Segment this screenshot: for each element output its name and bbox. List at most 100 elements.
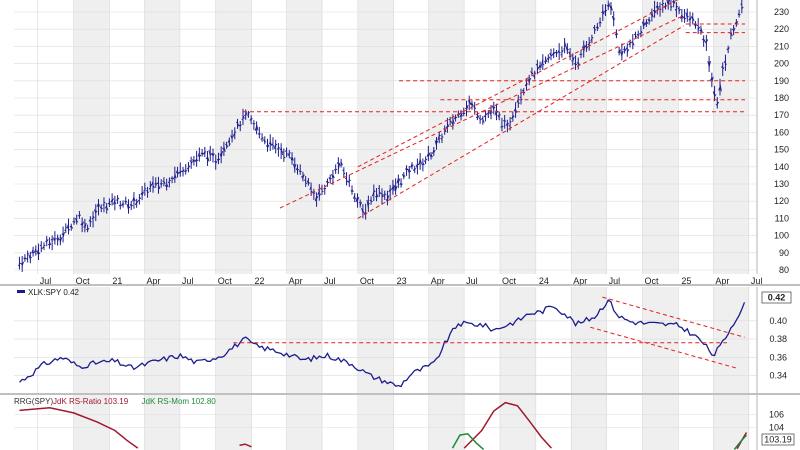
price-bar xyxy=(268,134,273,152)
price-bar xyxy=(505,119,510,133)
price-bar xyxy=(232,127,237,140)
y-tick-label: 180 xyxy=(774,93,789,103)
y-tick-label: 0.40 xyxy=(769,316,787,326)
price-bar xyxy=(227,137,231,147)
price-bar xyxy=(688,11,692,27)
price-bar xyxy=(374,188,379,202)
price-bar xyxy=(503,115,507,129)
price-bar xyxy=(314,192,319,207)
price-bar xyxy=(336,157,341,174)
y-tick-label: 190 xyxy=(774,76,789,86)
price-bar xyxy=(423,156,428,165)
price-bar xyxy=(170,176,174,184)
price-bar xyxy=(434,137,439,150)
price-bar xyxy=(104,202,109,214)
shaded-band xyxy=(713,287,749,393)
x-tick-label: Jul xyxy=(324,276,336,286)
x-tick-label: Apr xyxy=(146,276,160,286)
price-bar xyxy=(154,177,158,188)
shaded-band xyxy=(428,395,465,450)
x-tick-label: Jul xyxy=(182,276,194,286)
price-bar xyxy=(140,185,144,201)
price-bar xyxy=(453,114,458,122)
price-bar xyxy=(298,164,302,175)
price-bar xyxy=(704,34,709,52)
shaded-band xyxy=(428,287,465,393)
trend-channel-line xyxy=(357,25,685,219)
price-bar xyxy=(644,19,649,28)
price-bar xyxy=(31,246,35,257)
last-value-label: 103.19 xyxy=(764,435,792,445)
price-bar xyxy=(652,0,657,18)
price-bar xyxy=(546,54,551,63)
price-bar xyxy=(565,43,569,55)
price-bar xyxy=(710,72,714,88)
price-bar xyxy=(715,97,720,109)
price-bar xyxy=(58,234,63,246)
price-bar xyxy=(551,48,556,59)
price-bar xyxy=(399,178,403,188)
price-bar xyxy=(282,148,286,162)
x-tick-label: 24 xyxy=(539,276,549,286)
price-bar xyxy=(740,0,744,14)
legend-swatch xyxy=(17,290,25,293)
price-bar xyxy=(647,17,651,25)
price-bar xyxy=(429,152,433,160)
price-bar xyxy=(181,166,185,177)
price-bar xyxy=(712,85,717,102)
price-bar xyxy=(333,164,338,174)
price-bar xyxy=(113,195,117,211)
price-bar xyxy=(611,11,616,27)
price-bar xyxy=(244,109,248,120)
rrg-panel: 104 106 RRG(SPY) JdK RS-Ratio 103.19 JdK RS-… xyxy=(0,393,800,450)
shaded-band xyxy=(286,0,323,274)
last-value-box: 103.19 xyxy=(761,433,795,446)
price-bar xyxy=(99,204,103,213)
price-bar xyxy=(189,156,193,169)
price-bar xyxy=(491,101,496,115)
price-bar xyxy=(590,34,594,44)
price-bar xyxy=(301,171,305,182)
price-bar xyxy=(88,216,92,227)
shaded-band xyxy=(144,0,180,274)
price-bar xyxy=(557,43,561,60)
price-bar xyxy=(726,45,730,54)
price-bar xyxy=(412,166,417,174)
price-bar xyxy=(521,88,526,96)
x-tick-label: Jul xyxy=(609,276,621,286)
x-tick-label: Oct xyxy=(502,276,517,286)
x-tick-label: Jul xyxy=(751,276,763,286)
price-bar xyxy=(342,167,346,178)
price-bar xyxy=(23,254,27,262)
x-tick-label: Apr xyxy=(715,276,729,286)
price-bar xyxy=(238,120,242,132)
price-bar xyxy=(393,178,398,195)
y-tick-label: 90 xyxy=(779,248,789,258)
price-bar xyxy=(690,12,695,25)
price-bar xyxy=(385,190,390,206)
price-bar xyxy=(682,8,687,23)
shaded-band xyxy=(73,395,110,450)
price-bar xyxy=(633,31,637,39)
price-bar xyxy=(39,241,43,253)
price-bar xyxy=(225,141,229,149)
price-bar xyxy=(497,111,501,121)
price-bar xyxy=(56,234,60,246)
price-bar xyxy=(592,24,597,34)
shaded-band xyxy=(215,395,252,450)
price-bar xyxy=(306,177,311,186)
price-bar xyxy=(186,162,191,173)
y-tick-label: 110 xyxy=(775,213,789,223)
price-bar xyxy=(352,193,357,203)
price-bar xyxy=(254,121,259,135)
price-bar xyxy=(260,133,264,142)
price-bar xyxy=(124,196,128,205)
x-tick-label: Apr xyxy=(573,276,587,286)
price-bar xyxy=(146,186,149,198)
price-bar xyxy=(617,46,621,56)
price-bar xyxy=(42,242,46,251)
price-bar xyxy=(391,179,395,195)
price-bar xyxy=(407,165,412,179)
price-bar xyxy=(86,224,90,233)
price-bar xyxy=(404,165,409,176)
